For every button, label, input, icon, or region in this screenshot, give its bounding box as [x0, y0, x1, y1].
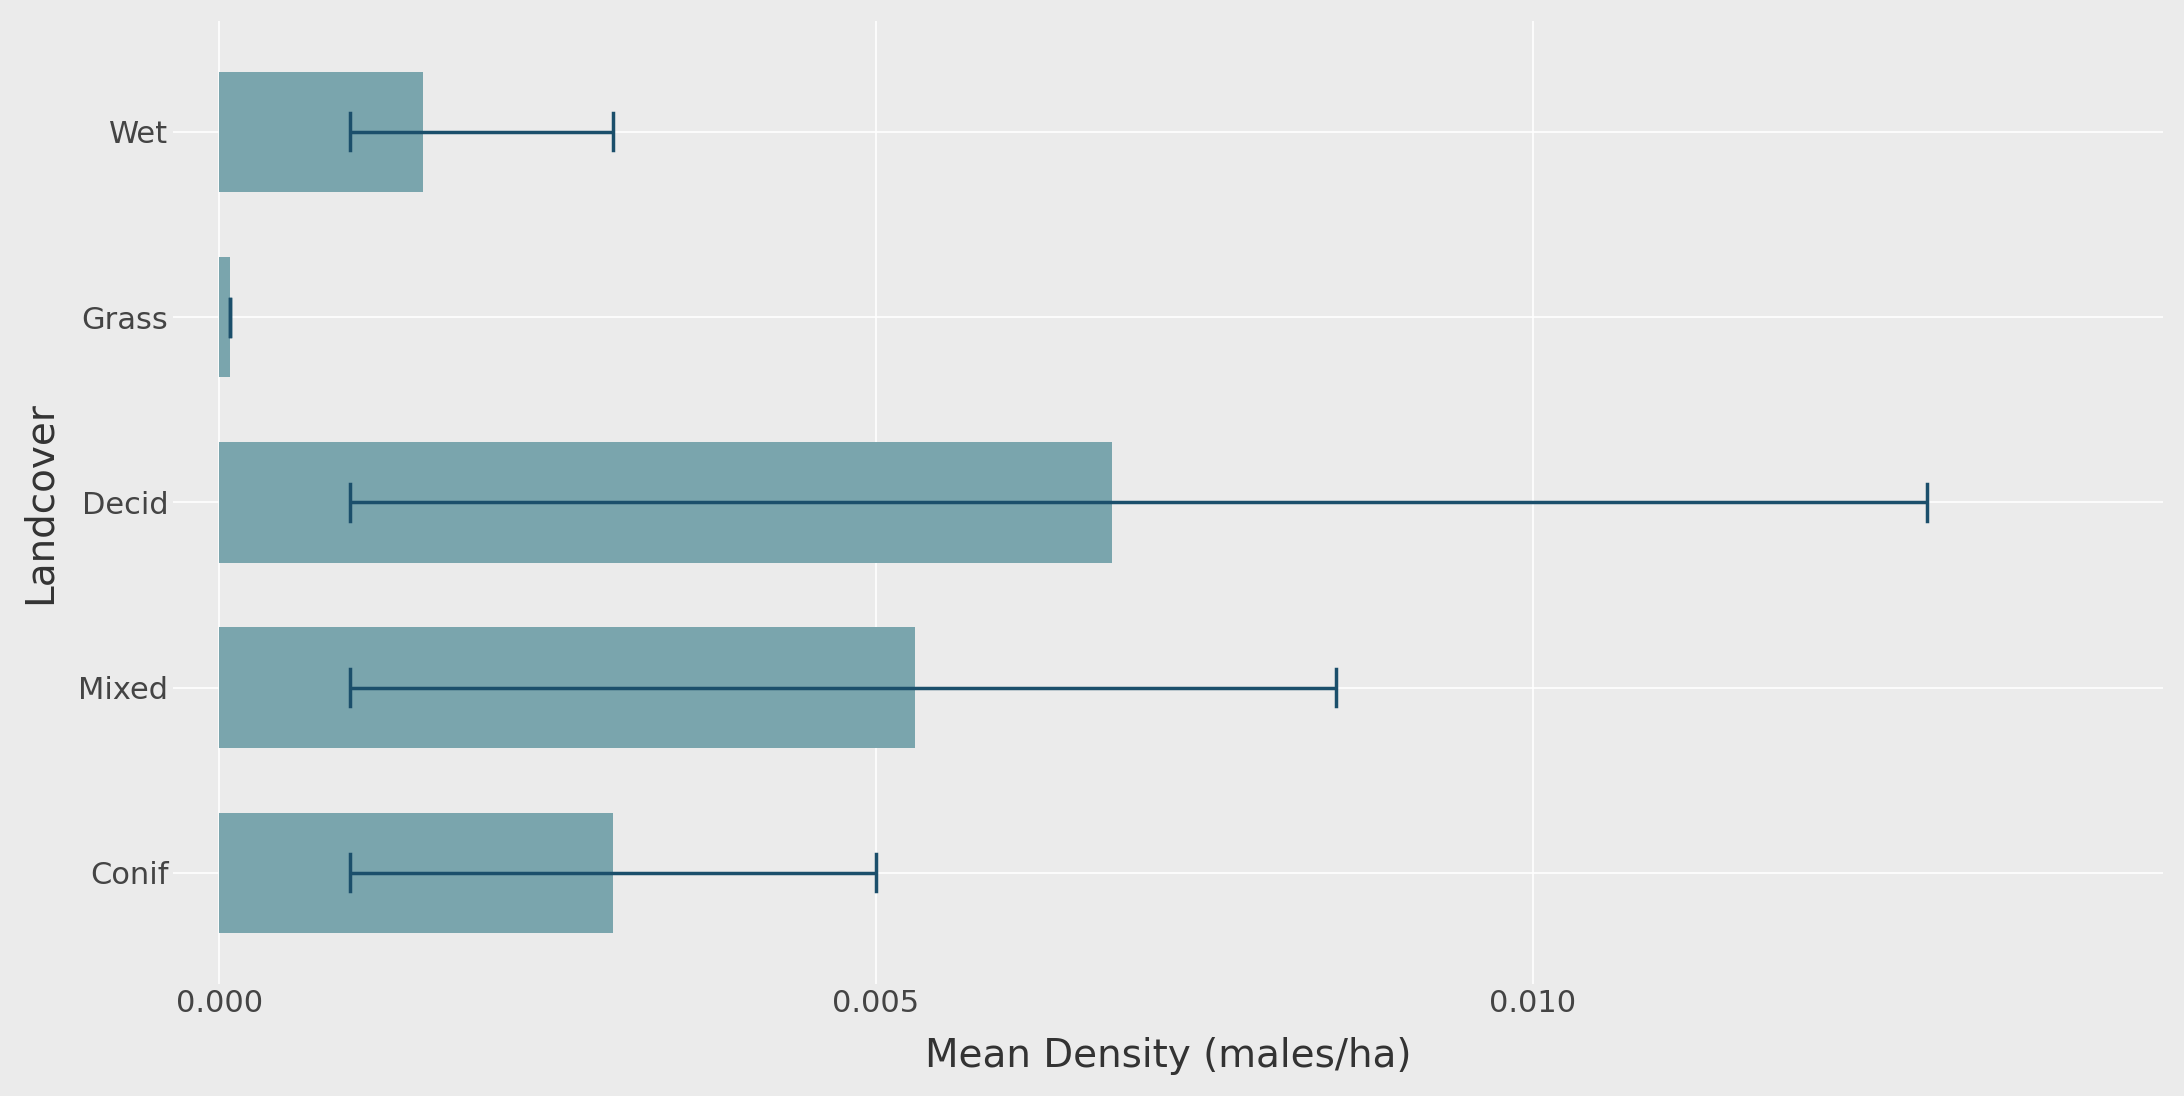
Bar [218, 812, 614, 933]
Bar [218, 71, 424, 192]
Bar [218, 442, 1112, 562]
X-axis label: Mean Density (males/ha): Mean Density (males/ha) [924, 1037, 1411, 1075]
Bar [218, 627, 915, 747]
Bar [218, 256, 229, 377]
Y-axis label: Landcover: Landcover [22, 401, 59, 604]
